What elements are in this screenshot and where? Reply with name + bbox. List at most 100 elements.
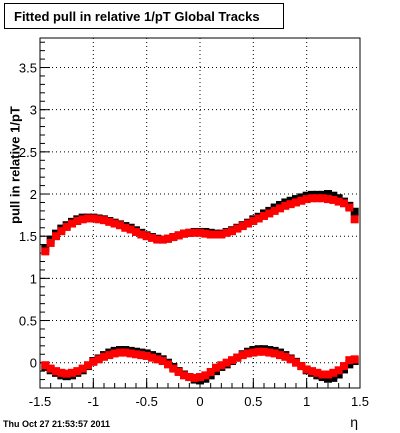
data-point-red bbox=[254, 214, 263, 223]
x-tick-label: 1 bbox=[303, 394, 310, 409]
data-point-red bbox=[249, 348, 258, 357]
data-point-red bbox=[185, 228, 194, 237]
data-point-red bbox=[180, 371, 188, 380]
y-tick-label: 3.5 bbox=[19, 61, 37, 76]
data-point-red bbox=[62, 222, 71, 231]
data-point-red bbox=[142, 351, 151, 360]
data-point-red bbox=[41, 247, 50, 256]
data-point-red bbox=[324, 195, 332, 204]
data-point-red bbox=[158, 357, 167, 366]
data-point-red bbox=[100, 352, 108, 361]
data-point-red bbox=[281, 201, 290, 210]
data-point-red bbox=[228, 356, 236, 365]
y-tick-label: 2.5 bbox=[19, 145, 37, 160]
data-point-red bbox=[286, 355, 295, 364]
data-point-red bbox=[132, 350, 140, 359]
data-point-red bbox=[84, 214, 92, 223]
data-point-red bbox=[174, 231, 183, 240]
data-point-red bbox=[105, 351, 114, 360]
data-point-red bbox=[169, 364, 178, 373]
data-point-red bbox=[313, 368, 322, 377]
data-point-red bbox=[52, 232, 60, 241]
data-point-red bbox=[89, 357, 98, 366]
data-point-red bbox=[46, 238, 55, 247]
y-tick-label: 1.5 bbox=[19, 229, 37, 244]
data-point-red bbox=[286, 200, 295, 209]
data-point-red bbox=[345, 203, 354, 212]
data-point-red bbox=[196, 228, 204, 237]
data-point-red bbox=[41, 361, 50, 370]
data-point-red bbox=[249, 217, 258, 226]
data-point-red bbox=[265, 209, 274, 218]
data-point-red bbox=[153, 355, 162, 364]
data-point-black bbox=[324, 190, 332, 199]
data-point-red bbox=[244, 219, 252, 228]
data-point-red bbox=[137, 351, 146, 360]
data-point-red bbox=[126, 349, 135, 358]
data-point-red bbox=[350, 215, 359, 224]
data-point-red bbox=[217, 230, 226, 239]
data-point-black bbox=[329, 191, 338, 200]
plot-frame bbox=[39, 37, 361, 389]
data-point-red bbox=[334, 366, 343, 375]
data-point-red bbox=[46, 364, 55, 373]
data-point-red bbox=[276, 351, 284, 360]
data-point-red bbox=[180, 229, 188, 238]
data-point-red bbox=[73, 367, 82, 376]
data-point-red bbox=[190, 373, 199, 382]
data-point-red bbox=[121, 348, 130, 357]
data-point-red bbox=[222, 228, 231, 237]
data-point-black bbox=[334, 370, 343, 379]
data-point-red bbox=[297, 196, 306, 205]
data-point-red bbox=[270, 206, 279, 215]
data-point-red bbox=[126, 225, 135, 234]
data-point-red bbox=[94, 215, 103, 224]
data-point-black bbox=[350, 207, 359, 216]
data-point-red bbox=[116, 221, 124, 230]
y-tick-label: 0.5 bbox=[19, 314, 37, 329]
data-point-red bbox=[217, 361, 226, 370]
y-tick-label: 0 bbox=[30, 356, 37, 371]
y-tick-label: 2 bbox=[30, 187, 37, 202]
data-point-red bbox=[318, 194, 327, 203]
data-point-red bbox=[276, 204, 284, 213]
data-point-red bbox=[345, 356, 354, 365]
data-point-red bbox=[254, 347, 263, 356]
data-point-red bbox=[297, 362, 306, 371]
y-tick-label: 3 bbox=[30, 103, 37, 118]
data-point-red bbox=[132, 227, 140, 236]
data-point-red bbox=[68, 219, 76, 228]
data-point-red bbox=[340, 362, 348, 371]
data-point-red bbox=[265, 348, 274, 357]
data-point-red bbox=[350, 355, 359, 364]
data-point-red bbox=[89, 214, 98, 223]
data-point-red bbox=[260, 211, 268, 220]
data-point-red bbox=[62, 369, 71, 378]
x-tick-label: -0.5 bbox=[135, 394, 157, 409]
data-point-red bbox=[206, 367, 215, 376]
data-point-red bbox=[148, 353, 156, 362]
data-point-red bbox=[238, 222, 247, 231]
data-point-red bbox=[238, 351, 247, 360]
data-point-red bbox=[110, 349, 119, 358]
data-point-red bbox=[324, 370, 332, 379]
data-point-red bbox=[212, 230, 220, 239]
data-point-red bbox=[329, 195, 338, 204]
data-point-red bbox=[57, 227, 66, 236]
data-point-red bbox=[212, 363, 220, 372]
data-point-red bbox=[57, 368, 66, 377]
data-point-red bbox=[190, 228, 199, 237]
data-point-red bbox=[158, 235, 167, 244]
data-point-red bbox=[121, 223, 130, 232]
data-point-red bbox=[164, 234, 172, 243]
chart-title: Fitted pull in relative 1/pT Global Trac… bbox=[14, 9, 260, 24]
y-axis-label: pull in relative 1/pT bbox=[7, 106, 23, 224]
data-point-red bbox=[244, 349, 252, 358]
data-point-red bbox=[302, 365, 311, 374]
x-tick-label: 1.5 bbox=[351, 394, 369, 409]
data-point-red bbox=[318, 370, 327, 379]
data-point-red bbox=[105, 217, 114, 226]
x-tick-label: 0.5 bbox=[244, 394, 262, 409]
data-point-red bbox=[222, 358, 231, 367]
